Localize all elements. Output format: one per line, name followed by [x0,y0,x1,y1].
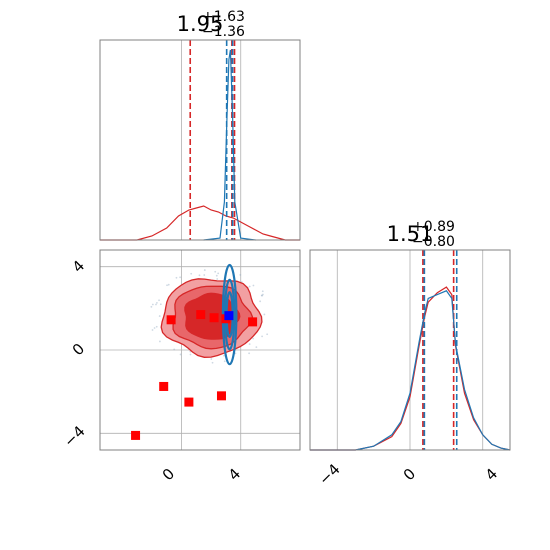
tl-hist-series-1 [203,49,256,241]
bl-sample-point [259,300,262,303]
bl-red-marker-3 [184,397,194,407]
bl-sample-point [211,361,214,364]
bl-red-marker-6 [216,391,226,401]
panel-top-left: 1.95 +1.63 −1.36 [99,9,301,241]
bl-red-marker-2 [166,315,176,325]
bl-sample-point [261,335,263,338]
bl-sample-point [248,343,251,345]
bl-sample-point [151,329,154,331]
bl-sample-point [215,274,218,277]
bl-sample-point [179,353,182,356]
bl-sample-point [248,352,251,355]
bl-sample-point [156,301,158,304]
panel-bottom-left: 0 4 4 0 −4 [60,249,301,484]
panel-bottom-right: 1.51 +0.89 −0.80 −4 0 4 [309,219,511,489]
bl-sample-point [150,305,153,308]
bl-sample-point [263,313,266,316]
bl-sample-point [217,272,220,275]
panel-bottom-right-title: 1.51 [387,222,434,246]
bl-sample-point [173,348,176,351]
title-top-left-value: 1.95 [177,12,224,36]
bl-sample-point [166,284,168,287]
bl-red-marker-4 [196,310,206,320]
bl-sample-point [190,272,193,275]
title-top-left-sub: −1.36 [202,24,245,40]
panel-top-left-frame [99,39,301,241]
bl-xtick-0: 0 [159,465,178,484]
bl-xtick-4: 4 [225,465,244,484]
bl-sample-point [203,274,206,276]
bl-sample-point [159,303,162,306]
bl-ytick-0: 0 [69,340,88,359]
bl-sample-point [214,270,217,273]
tl-hist-series-0 [100,205,300,241]
bl-sample-point [189,353,192,356]
bl-red-marker-5 [209,313,219,323]
bl-sample-point [158,299,160,302]
br-xtick-0: 0 [400,465,419,484]
bl-sample-point [255,346,258,349]
br-xtick-4: 4 [482,465,501,484]
bl-sample-point [261,294,263,297]
bl-sample-point [252,337,255,340]
bl-sample-point [158,315,161,317]
panel-top-left-background [100,40,300,240]
panel-top-left-title: 1.95 [177,12,224,36]
bl-sample-point [151,303,154,306]
bl-sample-point [210,358,213,360]
bl-ytick-minus4: −4 [60,422,88,450]
bl-sample-point [159,340,161,343]
bl-red-marker-0 [131,430,141,440]
title-bottom-right-sup: +0.89 [412,219,455,235]
bl-sample-point [155,325,158,328]
bl-ytick-4: 4 [69,257,88,276]
br-xtick-minus4: −4 [315,460,343,488]
bl-sample-point [179,276,182,279]
panel-bottom-left-frame [99,249,301,451]
bl-red-marker-8 [248,317,258,327]
bl-sample-point [223,360,226,363]
bl-blue-marker-0 [224,311,234,321]
bl-sample-point [248,285,251,288]
bl-red-marker-1 [159,381,169,391]
br-hist-series-1 [310,290,511,451]
bl-sample-point [155,303,157,306]
bl-sample-point [153,327,156,329]
bl-sample-point [203,269,206,271]
bl-sample-point [167,283,170,286]
bl-sample-point [266,333,269,336]
bl-sample-point [216,278,219,280]
bl-sample-point [239,274,242,276]
bl-sample-point [175,276,178,279]
panel-bottom-right-frame [309,249,511,451]
title-bottom-right-value: 1.51 [387,222,434,246]
bl-sample-point [252,284,255,287]
bl-sample-point [223,354,225,357]
bl-sample-point [198,274,201,277]
bl-sample-point [261,290,264,293]
title-top-left-sup: +1.63 [202,9,245,25]
title-bottom-right-sub: −0.80 [412,234,455,250]
